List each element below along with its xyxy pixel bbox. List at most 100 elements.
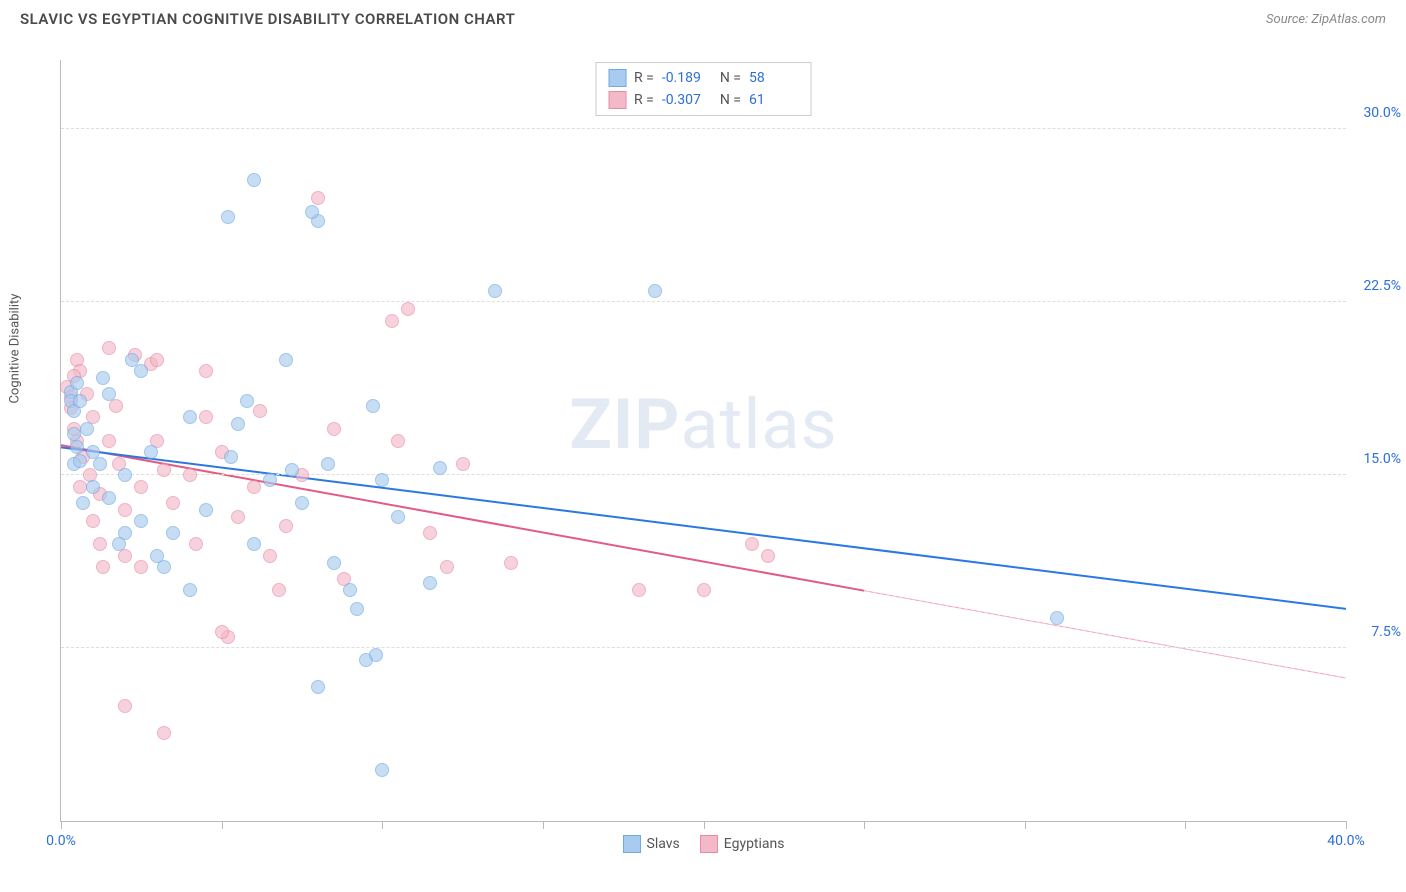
- point-egyptians: [247, 480, 261, 494]
- point-egyptians: [199, 410, 213, 424]
- point-slavs: [247, 537, 261, 551]
- r-label-egyptians: R =: [634, 92, 654, 108]
- point-egyptians: [504, 556, 518, 570]
- point-slavs: [279, 353, 293, 367]
- x-tick: [222, 821, 223, 829]
- point-slavs: [73, 454, 87, 468]
- point-egyptians: [102, 341, 116, 355]
- point-egyptians: [311, 191, 325, 205]
- point-slavs: [224, 450, 238, 464]
- point-egyptians: [456, 457, 470, 471]
- r-value-slavs: -0.189: [662, 70, 712, 86]
- gridline-h: [61, 474, 1346, 475]
- point-slavs: [488, 284, 502, 298]
- chart-title: SLAVIC VS EGYPTIAN COGNITIVE DISABILITY …: [20, 10, 515, 28]
- y-tick-label: 7.5%: [1371, 624, 1401, 640]
- point-egyptians: [215, 625, 229, 639]
- point-slavs: [295, 496, 309, 510]
- swatch-slavs: [608, 69, 626, 87]
- point-egyptians: [391, 434, 405, 448]
- point-slavs: [70, 376, 84, 390]
- x-tick: [1025, 821, 1026, 829]
- gridline-h: [61, 647, 1346, 648]
- swatch-egyptians: [608, 91, 626, 109]
- n-label-egyptians: N =: [720, 92, 741, 108]
- point-slavs: [80, 422, 94, 436]
- legend-row-egyptians: R = -0.307 N = 61: [608, 89, 799, 111]
- point-slavs: [134, 514, 148, 528]
- point-egyptians: [697, 583, 711, 597]
- point-egyptians: [189, 537, 203, 551]
- swatch-egyptians-bottom: [700, 835, 718, 853]
- gridline-h: [61, 128, 1346, 129]
- legend-series: Slavs Egyptians: [623, 835, 785, 853]
- point-slavs: [86, 480, 100, 494]
- point-egyptians: [745, 537, 759, 551]
- plot-area: ZIPatlas R = -0.189 N = 58 R = -0.307 N …: [60, 60, 1346, 822]
- point-slavs: [263, 473, 277, 487]
- x-tick: [382, 821, 383, 829]
- point-slavs: [1050, 611, 1064, 625]
- point-egyptians: [150, 353, 164, 367]
- point-slavs: [102, 491, 116, 505]
- n-label-slavs: N =: [720, 70, 741, 86]
- point-egyptians: [157, 726, 171, 740]
- point-egyptians: [118, 503, 132, 517]
- point-slavs: [157, 560, 171, 574]
- point-slavs: [366, 399, 380, 413]
- point-egyptians: [272, 583, 286, 597]
- point-slavs: [433, 461, 447, 475]
- series-label-slavs: Slavs: [647, 836, 680, 852]
- gridline-h: [61, 301, 1346, 302]
- point-slavs: [231, 417, 245, 431]
- x-tick-label: 40.0%: [1327, 833, 1365, 849]
- x-tick: [61, 821, 62, 829]
- point-slavs: [311, 680, 325, 694]
- point-egyptians: [401, 302, 415, 316]
- point-slavs: [73, 394, 87, 408]
- point-slavs: [199, 503, 213, 517]
- y-tick-label: 30.0%: [1363, 105, 1401, 121]
- point-slavs: [305, 205, 319, 219]
- point-slavs: [375, 763, 389, 777]
- source-label: Source: ZipAtlas.com: [1266, 12, 1386, 27]
- chart-container: Cognitive Disability ZIPatlas R = -0.189…: [20, 40, 1386, 862]
- n-value-egyptians: 61: [749, 92, 799, 108]
- x-tick: [1185, 821, 1186, 829]
- point-egyptians: [183, 468, 197, 482]
- point-slavs: [70, 440, 84, 454]
- point-slavs: [183, 410, 197, 424]
- point-slavs: [648, 284, 662, 298]
- point-slavs: [343, 583, 357, 597]
- point-slavs: [93, 457, 107, 471]
- swatch-slavs-bottom: [623, 835, 641, 853]
- point-egyptians: [96, 560, 110, 574]
- point-egyptians: [327, 422, 341, 436]
- point-slavs: [112, 537, 126, 551]
- legend-item-slavs: Slavs: [623, 835, 680, 853]
- point-slavs: [96, 371, 110, 385]
- point-egyptians: [253, 404, 267, 418]
- point-slavs: [423, 576, 437, 590]
- point-egyptians: [102, 434, 116, 448]
- n-value-slavs: 58: [749, 70, 799, 86]
- point-egyptians: [93, 537, 107, 551]
- point-slavs: [144, 445, 158, 459]
- legend-row-slavs: R = -0.189 N = 58: [608, 67, 799, 89]
- point-egyptians: [166, 496, 180, 510]
- series-label-egyptians: Egyptians: [724, 836, 785, 852]
- point-slavs: [76, 496, 90, 510]
- point-slavs: [183, 583, 197, 597]
- watermark-rest: atlas: [680, 384, 837, 466]
- point-egyptians: [231, 510, 245, 524]
- point-slavs: [321, 457, 335, 471]
- point-egyptians: [134, 560, 148, 574]
- point-egyptians: [134, 480, 148, 494]
- point-slavs: [247, 173, 261, 187]
- point-egyptians: [279, 519, 293, 533]
- legend-stats: R = -0.189 N = 58 R = -0.307 N = 61: [595, 62, 812, 116]
- y-axis-label: Cognitive Disability: [8, 294, 23, 404]
- point-egyptians: [157, 463, 171, 477]
- point-slavs: [369, 648, 383, 662]
- point-slavs: [221, 210, 235, 224]
